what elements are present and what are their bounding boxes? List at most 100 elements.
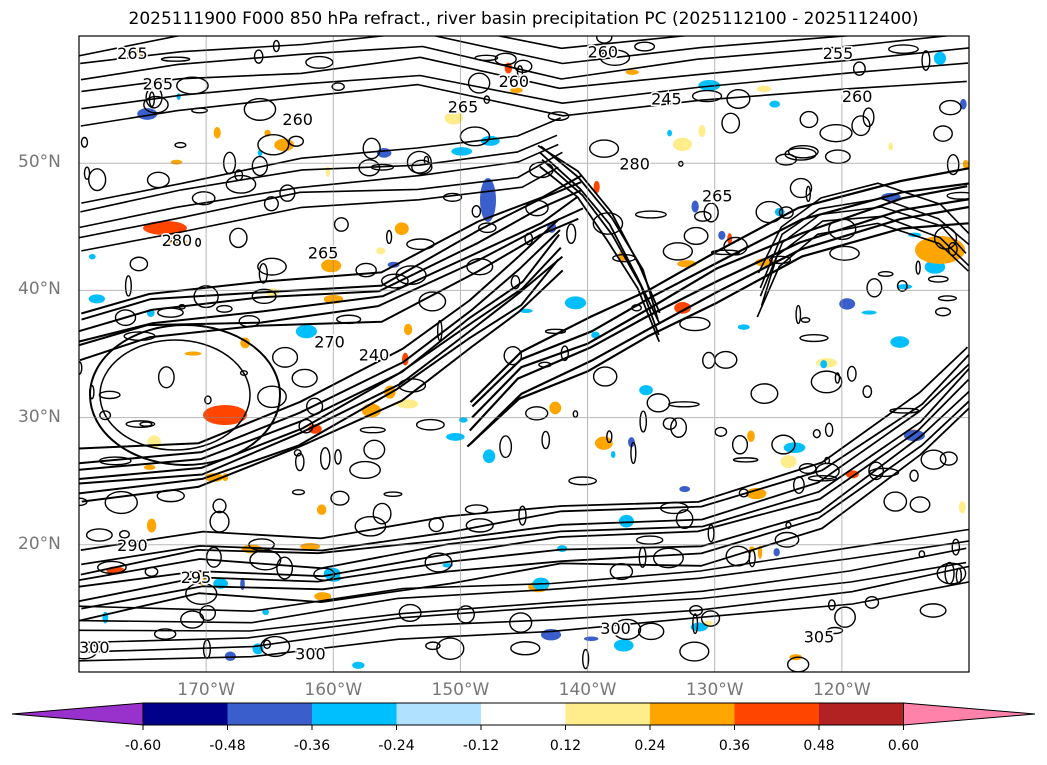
precip-patch bbox=[594, 436, 613, 450]
contour-blob bbox=[568, 476, 597, 486]
precip-patch bbox=[143, 221, 187, 235]
contour-blob bbox=[424, 552, 453, 573]
precip-patch bbox=[88, 253, 96, 260]
precip-patch bbox=[674, 302, 691, 314]
precip-patch bbox=[610, 450, 616, 459]
contour-label: 240 bbox=[359, 345, 390, 364]
contour-blob bbox=[262, 639, 272, 650]
contour-line bbox=[757, 182, 969, 274]
contour-blob bbox=[889, 407, 920, 414]
contour-blob bbox=[800, 317, 811, 323]
contour-blob bbox=[939, 451, 958, 466]
colorbar-segment bbox=[312, 703, 397, 725]
contour-blob bbox=[153, 628, 177, 640]
precip-patch bbox=[667, 129, 673, 137]
contour-blob bbox=[784, 147, 817, 161]
contour-blob bbox=[160, 56, 191, 62]
contour-blob bbox=[915, 260, 921, 275]
contour-line bbox=[79, 143, 559, 229]
contour-label: 265 bbox=[308, 244, 339, 263]
map-frame bbox=[78, 35, 970, 673]
precip-patch bbox=[691, 200, 699, 213]
contour-blob bbox=[834, 372, 841, 384]
contour-blob bbox=[298, 418, 314, 434]
contour-blob bbox=[239, 370, 249, 376]
contour-blob bbox=[333, 217, 349, 232]
contour-blob bbox=[363, 439, 386, 460]
longitude-label: 120°W bbox=[812, 680, 871, 700]
contour-blob bbox=[785, 521, 792, 529]
precip-patch bbox=[300, 543, 321, 550]
precip-patch bbox=[756, 85, 772, 93]
precip-patch bbox=[403, 323, 413, 336]
contour-line bbox=[81, 117, 562, 204]
contour-line bbox=[81, 400, 969, 610]
map-background bbox=[79, 36, 969, 672]
contour-blob bbox=[257, 257, 287, 276]
contour-blob bbox=[933, 226, 958, 250]
graticule bbox=[79, 36, 969, 672]
contour-line bbox=[79, 581, 969, 662]
contour-blob bbox=[652, 547, 684, 569]
contour-blob bbox=[750, 383, 779, 405]
contour-blob bbox=[606, 430, 613, 444]
contour-label: 265 bbox=[143, 74, 174, 93]
contour-line bbox=[756, 222, 969, 318]
colorbar-segment bbox=[819, 703, 904, 725]
contour-line bbox=[469, 205, 969, 445]
contour-line bbox=[79, 217, 561, 450]
contour-blob bbox=[202, 639, 212, 659]
colorbar-segment bbox=[734, 703, 819, 725]
contour-blob bbox=[125, 420, 156, 428]
contour-blob bbox=[411, 159, 433, 175]
contour-blob bbox=[104, 490, 138, 515]
contour-blob bbox=[547, 111, 570, 121]
contour-blob bbox=[80, 136, 89, 148]
contour-blob bbox=[525, 199, 549, 217]
contour-blob bbox=[703, 202, 719, 223]
precip-patch bbox=[321, 259, 342, 273]
contour-blob bbox=[144, 566, 159, 577]
contour-blob bbox=[291, 368, 318, 388]
contour-label: 305 bbox=[804, 628, 835, 647]
contour-blob bbox=[678, 160, 684, 167]
contour-line bbox=[80, 36, 953, 81]
colorbar-segment bbox=[481, 703, 566, 725]
contour-blob bbox=[909, 496, 931, 513]
colorbar-tick-label: -0.48 bbox=[209, 738, 246, 754]
contour-blob bbox=[191, 107, 208, 114]
contour-line bbox=[471, 185, 968, 419]
contour-line bbox=[81, 565, 969, 653]
contour-blob bbox=[229, 227, 248, 249]
contour-blob bbox=[525, 406, 549, 421]
contour-blob bbox=[483, 95, 491, 105]
contour-blob bbox=[398, 378, 427, 393]
precip-patch bbox=[769, 100, 781, 108]
contour-label: 260 bbox=[588, 43, 619, 62]
contour-blob bbox=[807, 474, 838, 482]
contour-blob bbox=[592, 212, 624, 235]
contour-label: 260 bbox=[842, 87, 873, 106]
contour-blob bbox=[852, 61, 866, 76]
contour-blob bbox=[276, 556, 294, 580]
contour-label: 300 bbox=[295, 644, 326, 663]
contour-blob bbox=[518, 505, 527, 526]
contour-blob bbox=[442, 192, 463, 202]
precip-patch bbox=[295, 324, 318, 339]
contour-blob bbox=[589, 139, 620, 158]
contour-blob bbox=[566, 223, 577, 245]
contour-blob bbox=[509, 612, 533, 633]
contour-blob bbox=[692, 613, 699, 635]
contour-blob bbox=[799, 333, 829, 343]
contour-blob bbox=[355, 262, 377, 278]
contour-blob bbox=[691, 89, 723, 103]
contour-line bbox=[759, 197, 969, 289]
contour-line bbox=[80, 346, 969, 551]
contour-blob bbox=[778, 206, 794, 219]
contour-blob bbox=[124, 275, 132, 297]
longitude-label: 140°W bbox=[558, 680, 617, 700]
precip-patch bbox=[224, 651, 236, 661]
contour-blob bbox=[524, 232, 534, 246]
precip-patch bbox=[459, 417, 468, 423]
